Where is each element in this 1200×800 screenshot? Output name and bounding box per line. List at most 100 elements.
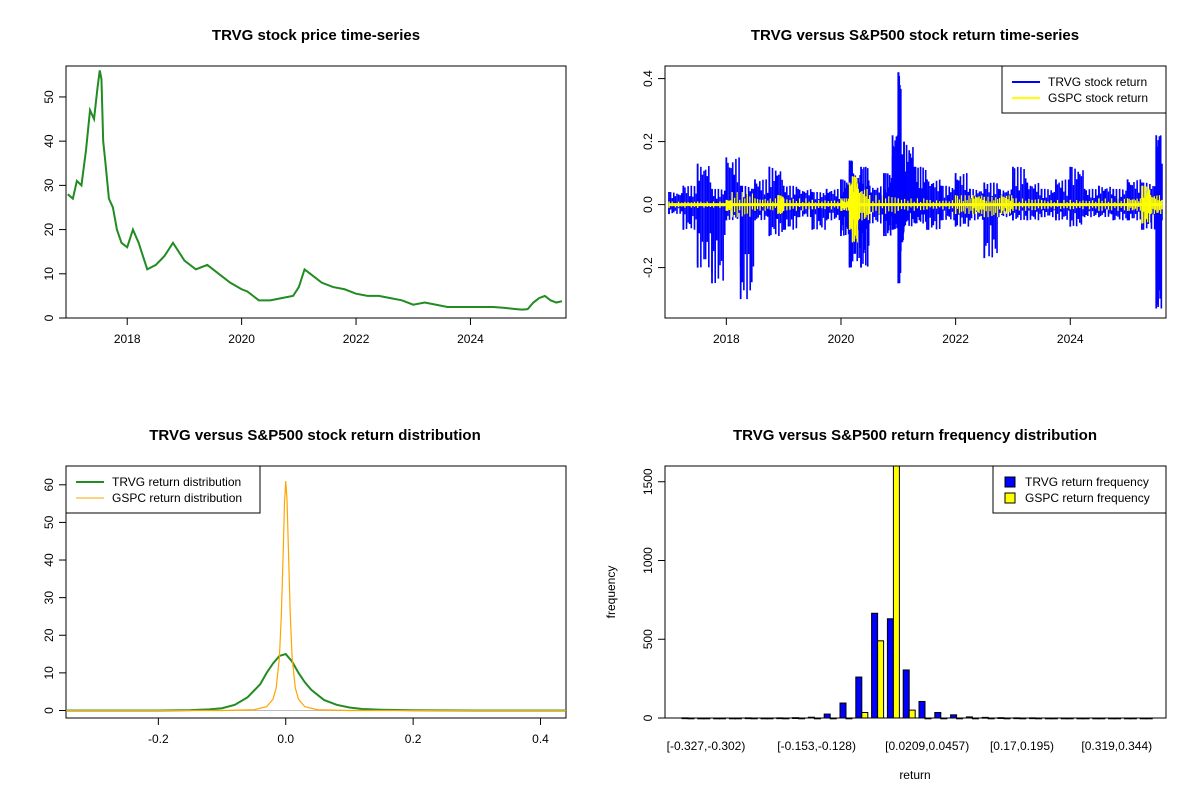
distribution-legend: TRVG return distribution GSPC return dis… xyxy=(65,465,261,514)
frequency-x-tick-label: [0.319,0.344) xyxy=(1081,739,1152,753)
return-series-y-tick-label: 0.2 xyxy=(641,133,655,150)
trvg-frequency-bar xyxy=(713,717,721,720)
trvg-frequency-bar xyxy=(1076,717,1084,720)
distribution-y-tick-label: 0 xyxy=(42,707,56,714)
price-chart-plot-frame xyxy=(65,65,567,319)
distribution-y-tick-label: 60 xyxy=(42,478,56,492)
return-series-layer: 2018 2020 2022 2024 -0.2 0.0 0.2 0.4 xyxy=(641,70,1163,346)
frequency-layer: 0 500 1000 1500 [-0.327,-0.302) [-0.153,-0.12… xyxy=(641,465,1153,753)
gspc-frequency-bar xyxy=(956,717,964,720)
frequency-y-tick-label: 1000 xyxy=(641,547,655,574)
gspc-frequency-bar xyxy=(734,717,742,720)
frequency-x-tick-label: [0.17,0.195) xyxy=(990,739,1054,753)
price-chart-x-tick-label: 2022 xyxy=(343,332,370,346)
distribution-x-tick-label: 0.4 xyxy=(532,732,549,746)
trvg-frequency-bar xyxy=(839,702,847,719)
gspc-frequency-bar xyxy=(719,717,727,720)
frequency-y-tick-label: 1500 xyxy=(641,468,655,495)
gspc-frequency-bar xyxy=(703,717,711,720)
distribution-legend-box xyxy=(65,465,261,514)
trvg-frequency-bar xyxy=(1060,717,1068,720)
gspc-frequency-bar xyxy=(782,717,790,720)
gspc-frequency-bar xyxy=(1035,717,1043,720)
gspc-distribution-curve xyxy=(66,481,566,712)
gspc-frequency-bar xyxy=(971,717,979,720)
trvg-frequency-bar xyxy=(681,717,689,720)
gspc-frequency-bar xyxy=(924,717,932,720)
frequency-y-tick-label: 500 xyxy=(641,629,655,649)
price-chart-layer: 2018 2020 2022 2024 0 10 20 30 40 50 xyxy=(42,70,563,346)
distribution-layer: -0.2 0.0 0.2 0.4 0 10 20 30 40 50 60 xyxy=(42,478,566,746)
legend-swatch-gspc-frequency xyxy=(1004,492,1016,504)
trvg-frequency-bar xyxy=(744,717,752,720)
distribution-panel: TRVG versus S&P500 stock return distribu… xyxy=(42,427,567,746)
legend-label-trvg-distribution: TRVG return distribution xyxy=(112,475,241,489)
trvg-frequency-bar xyxy=(950,714,958,719)
distribution-y-tick-label: 40 xyxy=(42,553,56,567)
legend-swatch-trvg-frequency xyxy=(1004,476,1016,488)
trvg-frequency-bar xyxy=(1139,717,1147,720)
gspc-frequency-bar xyxy=(687,717,695,720)
gspc-frequency-bar xyxy=(1066,717,1074,720)
distribution-title: TRVG versus S&P500 stock return distribu… xyxy=(149,427,480,444)
return-series-legend: TRVG stock return GSPC stock return xyxy=(1001,65,1167,114)
gspc-frequency-bar xyxy=(798,717,806,720)
frequency-x-axis-label: return xyxy=(899,768,930,782)
gspc-frequency-bar xyxy=(861,711,869,719)
gspc-frequency-bar xyxy=(829,717,837,720)
frequency-legend-box xyxy=(992,465,1167,514)
gspc-frequency-bar xyxy=(877,640,885,719)
frequency-x-tick-label: [-0.153,-0.128) xyxy=(777,739,856,753)
trvg-frequency-bar xyxy=(1092,717,1100,720)
price-chart-y-tick-label: 40 xyxy=(42,134,56,148)
distribution-x-tick-label: 0.2 xyxy=(405,732,422,746)
frequency-x-tick-label: [0.0209,0.0457) xyxy=(885,739,969,753)
trvg-frequency-bar xyxy=(1013,717,1021,720)
distribution-y-tick-label: 50 xyxy=(42,515,56,529)
trvg-frequency-bar xyxy=(1029,717,1037,720)
trvg-price-line xyxy=(67,70,563,311)
gspc-frequency-bar xyxy=(908,709,916,719)
price-chart-x-tick-label: 2020 xyxy=(228,332,255,346)
gspc-frequency-bar xyxy=(1050,717,1058,720)
frequency-y-axis-label: frequency xyxy=(604,566,618,619)
gspc-frequency-bar xyxy=(750,717,758,720)
distribution-x-tick-label: -0.2 xyxy=(148,732,169,746)
gspc-frequency-bar xyxy=(1003,717,1011,720)
price-chart-y-tick-label: 20 xyxy=(42,223,56,237)
price-chart-y-tick-label: 30 xyxy=(42,178,56,192)
trvg-frequency-bar xyxy=(934,711,942,719)
trvg-frequency-bar xyxy=(871,612,879,719)
return-series-y-tick-label: -0.2 xyxy=(641,257,655,278)
gspc-frequency-bar xyxy=(892,465,900,719)
gspc-frequency-bar xyxy=(987,717,995,720)
distribution-y-tick-label: 30 xyxy=(42,591,56,605)
trvg-frequency-bar xyxy=(807,716,815,719)
trvg-frequency-bar xyxy=(776,717,784,720)
return-series-y-tick-label: 0.0 xyxy=(641,196,655,213)
trvg-frequency-bar xyxy=(1123,717,1131,720)
distribution-y-tick-label: 10 xyxy=(42,666,56,680)
trvg-frequency-bar xyxy=(902,669,910,719)
legend-label-gspc-frequency: GSPC return frequency xyxy=(1025,491,1150,505)
trvg-frequency-bar xyxy=(1108,717,1116,720)
price-chart-y-tick-label: 10 xyxy=(42,267,56,281)
gspc-frequency-bar xyxy=(1098,717,1106,720)
price-chart-y-tick-label: 50 xyxy=(42,90,56,104)
return-series-panel: TRVG versus S&P500 stock return time-ser… xyxy=(641,27,1167,346)
price-chart-title: TRVG stock price time-series xyxy=(212,27,420,44)
trvg-frequency-bar xyxy=(981,716,989,719)
return-series-plot-frame xyxy=(664,65,1167,319)
distribution-x-tick-label: 0.0 xyxy=(277,732,294,746)
trvg-frequency-bar xyxy=(886,618,894,719)
legend-label-trvg-return: TRVG stock return xyxy=(1048,75,1147,89)
frequency-legend: TRVG return frequency GSPC return freque… xyxy=(992,465,1167,514)
return-series-y-tick-label: 0.4 xyxy=(641,70,655,87)
gspc-frequency-bar xyxy=(813,717,821,720)
legend-label-trvg-frequency: TRVG return frequency xyxy=(1025,475,1149,489)
trvg-frequency-bar xyxy=(1044,717,1052,720)
return-series-x-tick-label: 2022 xyxy=(942,332,969,346)
trvg-frequency-bar xyxy=(792,717,800,719)
return-series-x-tick-label: 2018 xyxy=(713,332,740,346)
gspc-frequency-bar xyxy=(1019,717,1027,720)
